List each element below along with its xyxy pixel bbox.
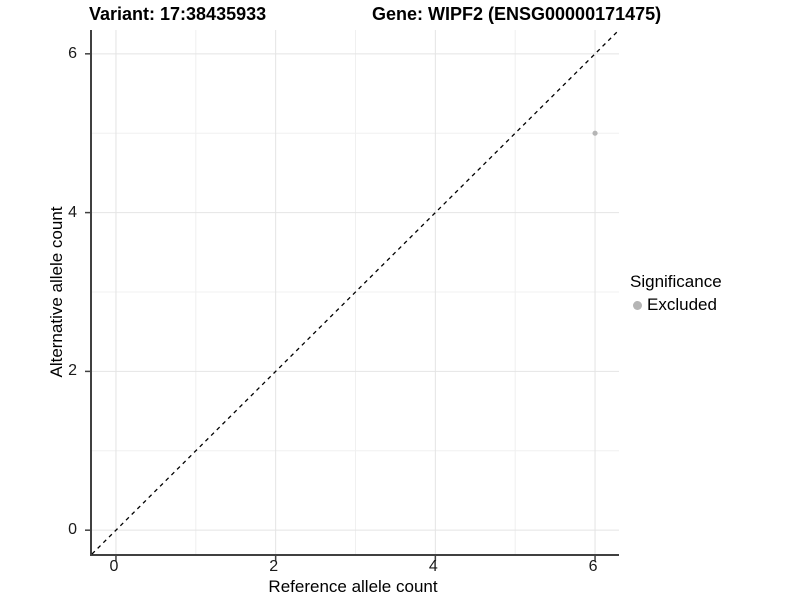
- variant-title: Variant: 17:38435933: [89, 4, 267, 24]
- x-axis-title: Reference allele count: [268, 577, 438, 596]
- identity-line: [91, 29, 620, 555]
- x-tick-label: 6: [588, 558, 598, 575]
- plot-area-svg: [85, 29, 620, 561]
- y-axis-title: Alternative allele count: [47, 206, 66, 378]
- plot-panel: [85, 29, 620, 561]
- data-point: [592, 130, 598, 136]
- legend-item-excluded: Excluded: [630, 295, 722, 315]
- legend-key-dot: [633, 300, 642, 310]
- x-tick-label: 2: [269, 558, 279, 575]
- legend-item-label: Excluded: [647, 295, 717, 314]
- y-tick-label: 2: [68, 362, 77, 380]
- legend: Significance Excluded: [630, 272, 722, 315]
- y-tick-label: 6: [68, 44, 77, 62]
- x-tick-label: 4: [428, 558, 438, 575]
- y-tick-label: 0: [68, 521, 77, 539]
- legend-title: Significance: [630, 272, 722, 291]
- gene-title: Gene: WIPF2 (ENSG00000171475): [372, 4, 662, 24]
- y-tick-label: 4: [68, 203, 77, 221]
- x-tick-label: 0: [109, 558, 119, 575]
